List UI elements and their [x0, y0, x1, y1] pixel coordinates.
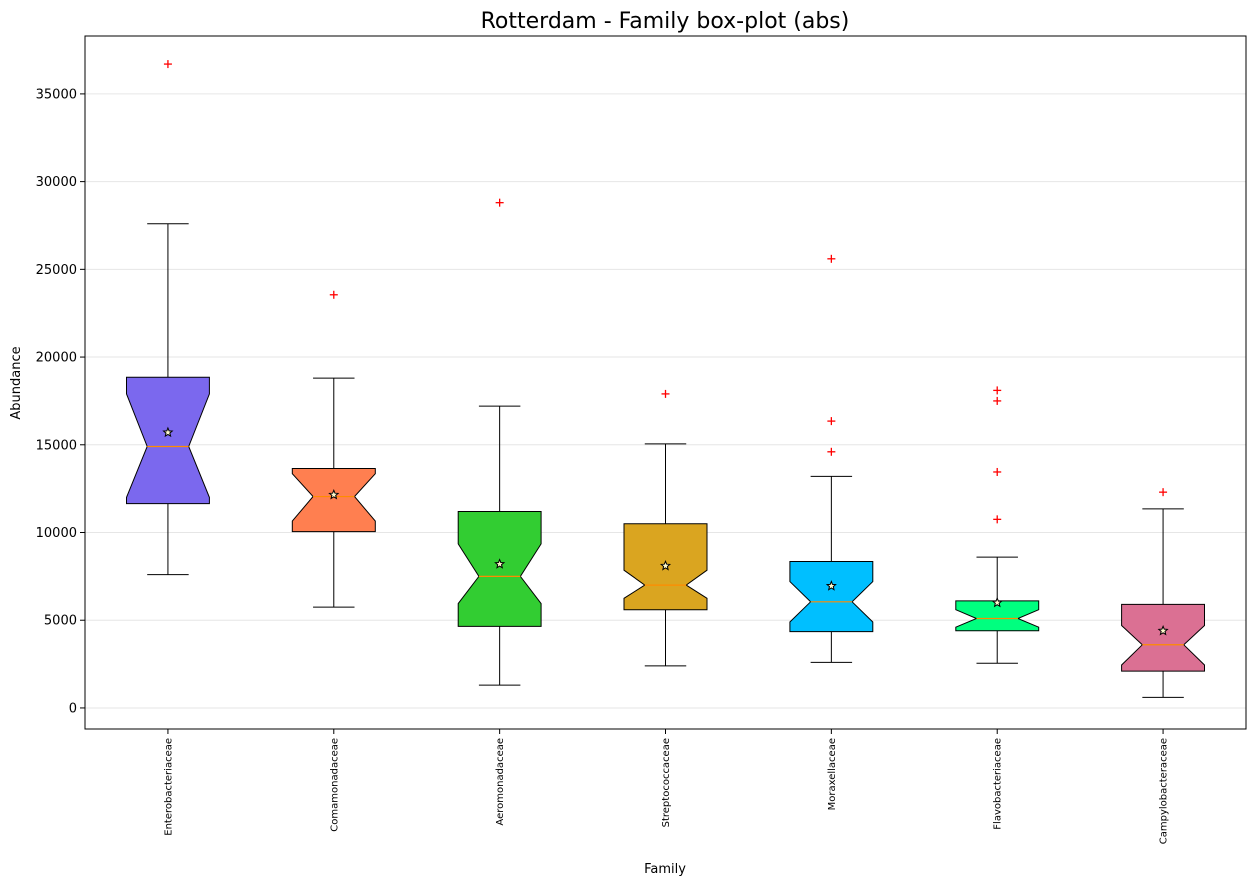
box-body [955, 600, 1040, 632]
boxes [126, 60, 1205, 698]
chart-title: Rotterdam - Family box-plot (abs) [481, 9, 850, 34]
y-axis-label: Abundance [9, 346, 24, 419]
mean-marker [494, 558, 506, 569]
mean-marker [991, 596, 1003, 608]
box-flavobacteriaceae [955, 386, 1040, 664]
box-streptococcaceae [623, 389, 708, 667]
y-tick-label: 30000 [36, 175, 77, 190]
y-tick-label: 15000 [36, 438, 77, 453]
outlier-point [993, 467, 1002, 476]
outlier-point [827, 254, 836, 263]
y-tick-label: 0 [69, 701, 77, 716]
outlier-point [993, 396, 1002, 405]
x-tick-label: Flavobacteriaceae [993, 738, 1004, 830]
x-axis: Enterobacteriaceae Comamonadaceae Aeromona… [163, 729, 1170, 844]
mean-marker [659, 559, 672, 571]
box-body [457, 511, 542, 627]
outlier-point [329, 290, 338, 299]
mean-marker [162, 426, 174, 438]
y-tick-label: 5000 [44, 614, 77, 629]
box-body [291, 468, 376, 533]
box-body [1121, 603, 1205, 672]
outlier-point [827, 417, 836, 426]
box-moraxellaceae [789, 254, 874, 663]
y-tick-label: 20000 [36, 351, 77, 366]
outlier-point [163, 60, 172, 69]
box-campylobacteraceae [1121, 488, 1205, 698]
x-axis-label: Family [644, 862, 686, 877]
x-tick-label: Aeromonadaceae [495, 738, 506, 826]
outlier-point [495, 198, 504, 207]
box-body [126, 376, 210, 505]
mean-marker [825, 580, 837, 591]
x-tick-label: Comamonadaceae [329, 738, 340, 832]
box-aeromonadaceae [457, 198, 542, 686]
box-enterobacteriaceae [126, 60, 210, 576]
x-tick-label: Campylobacteraceae [1159, 738, 1170, 844]
y-tick-label: 35000 [36, 87, 77, 102]
box-body [789, 561, 874, 633]
y-tick-label: 25000 [36, 263, 77, 278]
outlier-point [1159, 488, 1168, 497]
outlier-point [993, 386, 1002, 395]
x-tick-label: Moraxellaceae [827, 738, 838, 810]
box-comamonadaceae [291, 290, 376, 608]
outlier-point [993, 515, 1002, 524]
plot-frame [84, 35, 1247, 730]
outlier-point [827, 447, 836, 456]
x-tick-label: Streptococcaceae [661, 738, 672, 827]
mean-marker [328, 488, 340, 500]
outlier-point [661, 389, 670, 398]
x-tick-label: Enterobacteriaceae [163, 738, 174, 836]
mean-marker [1157, 624, 1169, 636]
y-tick-label: 10000 [36, 526, 77, 541]
y-axis: 0 5000 10000 15000 20000 25000 30000 35000 [36, 87, 85, 716]
